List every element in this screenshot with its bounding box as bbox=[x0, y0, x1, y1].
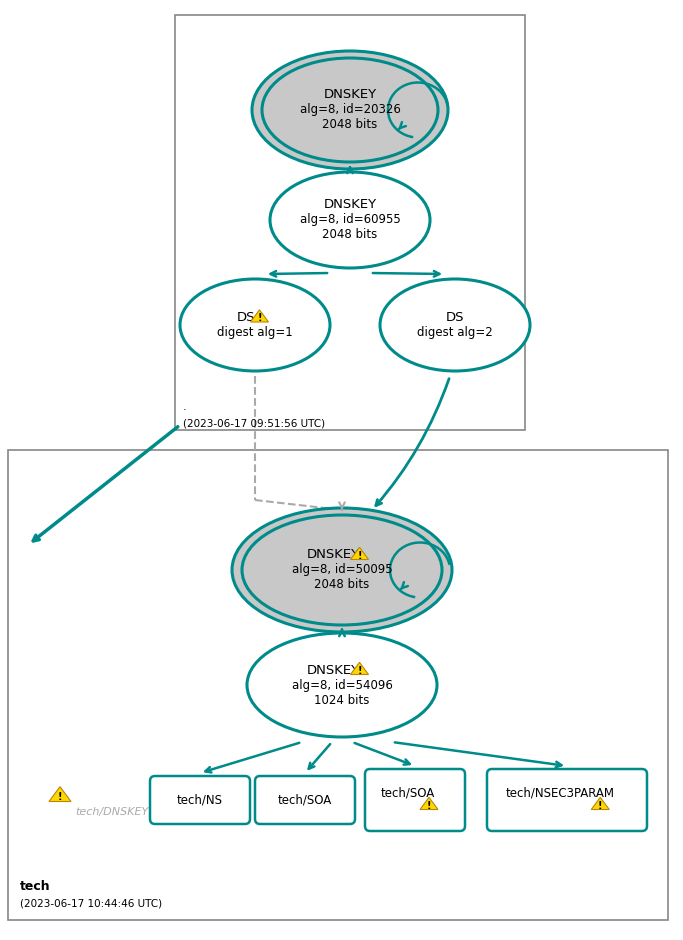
Text: DNSKEY: DNSKEY bbox=[307, 664, 359, 677]
Text: alg=8, id=60955: alg=8, id=60955 bbox=[300, 213, 400, 227]
FancyBboxPatch shape bbox=[365, 769, 465, 831]
Polygon shape bbox=[49, 787, 71, 802]
Text: (2023-06-17 10:44:46 UTC): (2023-06-17 10:44:46 UTC) bbox=[20, 898, 162, 908]
Text: (2023-06-17 09:51:56 UTC): (2023-06-17 09:51:56 UTC) bbox=[183, 418, 325, 428]
Ellipse shape bbox=[247, 633, 437, 737]
Text: DNSKEY: DNSKEY bbox=[307, 549, 359, 561]
Polygon shape bbox=[251, 310, 268, 322]
Text: tech: tech bbox=[20, 880, 51, 893]
Text: DS: DS bbox=[446, 311, 464, 324]
Text: 1024 bits: 1024 bits bbox=[314, 694, 370, 707]
Polygon shape bbox=[350, 663, 369, 675]
Text: DS: DS bbox=[237, 311, 255, 324]
FancyBboxPatch shape bbox=[255, 776, 355, 824]
Text: digest alg=1: digest alg=1 bbox=[217, 326, 293, 339]
Text: !: ! bbox=[357, 666, 362, 676]
Text: 2048 bits: 2048 bits bbox=[322, 228, 378, 242]
FancyBboxPatch shape bbox=[487, 769, 647, 831]
FancyBboxPatch shape bbox=[175, 15, 525, 430]
Text: !: ! bbox=[58, 792, 62, 802]
Text: !: ! bbox=[598, 801, 602, 811]
FancyBboxPatch shape bbox=[8, 450, 668, 920]
Ellipse shape bbox=[270, 172, 430, 268]
Text: alg=8, id=54096: alg=8, id=54096 bbox=[292, 679, 393, 692]
Text: alg=8, id=20326: alg=8, id=20326 bbox=[300, 103, 400, 117]
Polygon shape bbox=[591, 797, 609, 809]
Text: .: . bbox=[183, 402, 186, 412]
Ellipse shape bbox=[262, 58, 438, 162]
Text: !: ! bbox=[357, 551, 362, 561]
Ellipse shape bbox=[242, 515, 442, 625]
Ellipse shape bbox=[252, 51, 448, 169]
Text: tech/NSEC3PARAM: tech/NSEC3PARAM bbox=[505, 787, 615, 800]
Text: 2048 bits: 2048 bits bbox=[322, 118, 378, 132]
Text: DNSKEY: DNSKEY bbox=[324, 88, 376, 102]
Text: DNSKEY: DNSKEY bbox=[324, 198, 376, 212]
Text: !: ! bbox=[427, 801, 431, 811]
Text: tech/NS: tech/NS bbox=[177, 793, 223, 807]
Text: tech/SOA: tech/SOA bbox=[278, 793, 332, 807]
Text: tech/SOA: tech/SOA bbox=[381, 787, 435, 800]
Ellipse shape bbox=[232, 508, 452, 632]
Text: !: ! bbox=[257, 313, 262, 323]
Text: digest alg=2: digest alg=2 bbox=[417, 326, 493, 339]
Ellipse shape bbox=[380, 279, 530, 371]
FancyBboxPatch shape bbox=[150, 776, 250, 824]
Text: alg=8, id=50095: alg=8, id=50095 bbox=[292, 563, 392, 576]
Ellipse shape bbox=[180, 279, 330, 371]
Text: 2048 bits: 2048 bits bbox=[314, 578, 370, 591]
Polygon shape bbox=[350, 547, 369, 559]
Text: tech/DNSKEY: tech/DNSKEY bbox=[75, 807, 148, 817]
Polygon shape bbox=[420, 797, 438, 809]
